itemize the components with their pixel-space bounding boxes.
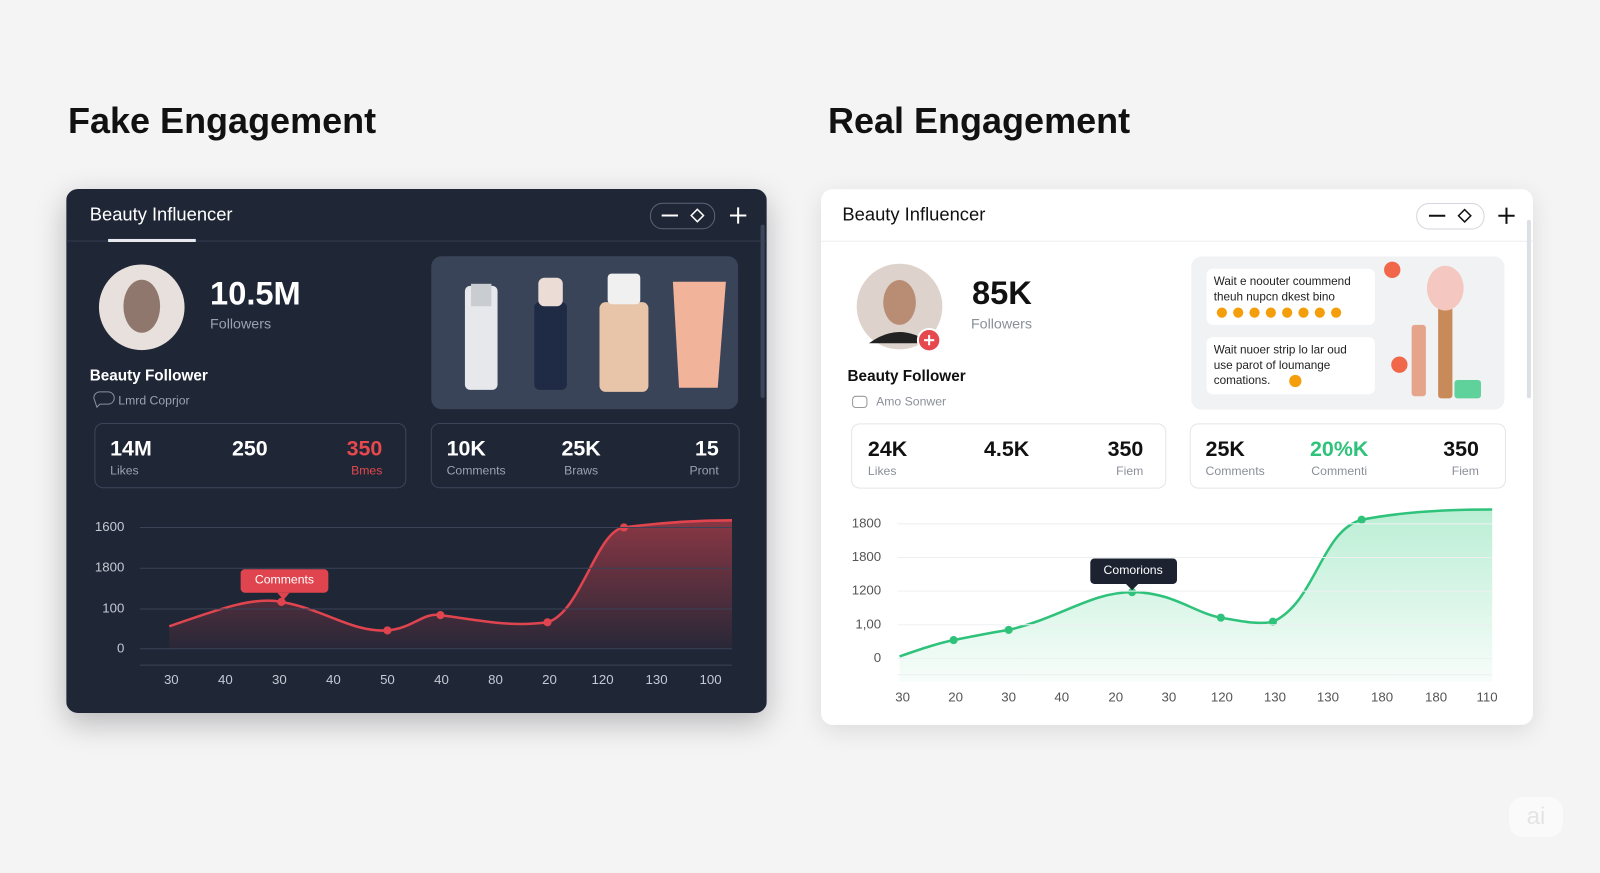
followers-label: Followers <box>971 317 1032 333</box>
x-label: 130 <box>1317 690 1339 705</box>
stat-value: 24K <box>868 437 908 461</box>
y-label: 1800 <box>852 549 881 564</box>
stat-label: Bmes <box>351 464 382 478</box>
y-label: 1200 <box>852 583 881 598</box>
stat-label: Pront <box>690 464 720 478</box>
x-label: 20 <box>1108 690 1123 705</box>
x-label: 30 <box>164 672 179 687</box>
profile-name: Beauty Follower <box>848 368 966 385</box>
x-label: 100 <box>700 672 722 687</box>
x-label: 40 <box>218 672 233 687</box>
stat-value: 350 <box>1108 437 1144 461</box>
stat-value: 10K <box>447 437 487 461</box>
y-label: 1800 <box>852 515 881 530</box>
stat-label: Likes <box>110 464 139 478</box>
x-label: 30 <box>1161 690 1176 705</box>
comment-text: theuh nupcn dkest bino <box>1214 290 1336 303</box>
x-label: 110 <box>1477 690 1498 705</box>
x-label: 30 <box>895 690 910 705</box>
stat-value: 4.5K <box>984 437 1030 461</box>
stat-label: Commenti <box>1311 464 1367 478</box>
stat-value: 14M <box>110 437 152 461</box>
heading: Real Engagement <box>828 100 1131 141</box>
comment-text: Wait nuoer strip lo lar oud <box>1214 343 1347 356</box>
x-label: 20 <box>542 672 557 687</box>
followers-count: 85K <box>972 274 1032 311</box>
comment-text: comations. <box>1214 374 1271 387</box>
x-label: 30 <box>272 672 287 687</box>
profile-name: Beauty Follower <box>90 368 208 385</box>
comment-text: Wait e noouter coummend <box>1214 275 1351 288</box>
profile-sub: Amo Sonwer <box>876 395 946 409</box>
y-label: 0 <box>117 640 124 655</box>
stat-label: Comments <box>1206 464 1265 478</box>
x-label: 180 <box>1371 690 1393 705</box>
x-label: 40 <box>434 672 449 687</box>
x-label: 20 <box>948 690 963 705</box>
fake-card: Beauty Influencer 10.5M Followers Beauty Fo… <box>66 189 767 713</box>
x-label: 40 <box>1054 690 1069 705</box>
annotation: Comments <box>255 573 314 587</box>
stat-value: 25K <box>562 437 602 461</box>
x-label: 120 <box>1211 690 1233 705</box>
x-label: 30 <box>1001 690 1016 705</box>
x-label: 130 <box>646 672 668 687</box>
stat-value: 20%K <box>1310 437 1369 461</box>
x-label: 80 <box>488 672 503 687</box>
annotation: Comorions <box>1104 563 1163 577</box>
x-label: 50 <box>380 672 395 687</box>
comment-text: use parot of loumange <box>1214 359 1331 372</box>
real-card: Beauty Influencer 85K Followers Beauty Foll… <box>821 189 1533 725</box>
watermark: ai <box>1509 797 1563 837</box>
stat-value: 250 <box>232 437 268 461</box>
x-label: 180 <box>1425 690 1447 705</box>
y-label: 1,00 <box>855 616 881 631</box>
heading: Fake Engagement <box>68 100 377 141</box>
followers-label: Followers <box>210 316 271 332</box>
y-label: 100 <box>102 601 124 616</box>
y-label: 1800 <box>95 560 124 575</box>
x-label: 130 <box>1264 690 1286 705</box>
y-label: 0 <box>874 650 881 665</box>
stat-label: Likes <box>868 464 897 478</box>
stat-label: Braws <box>564 464 598 478</box>
stat-value: 350 <box>1443 437 1479 461</box>
stat-value: 25K <box>1206 437 1246 461</box>
stat-label: Fiem <box>1116 464 1143 478</box>
stat-value: 15 <box>695 437 719 461</box>
x-label: 40 <box>326 672 341 687</box>
profile-sub: Lmrd Coprjor <box>118 393 189 407</box>
followers-count: 10.5M <box>210 275 301 312</box>
stat-value: 350 <box>347 437 383 461</box>
x-label: 120 <box>591 672 613 687</box>
card-title: Beauty Influencer <box>90 203 233 224</box>
y-label: 1600 <box>95 519 124 534</box>
card-title: Beauty Influencer <box>842 204 985 225</box>
stat-label: Comments <box>447 464 506 478</box>
stat-label: Fiem <box>1452 464 1479 478</box>
